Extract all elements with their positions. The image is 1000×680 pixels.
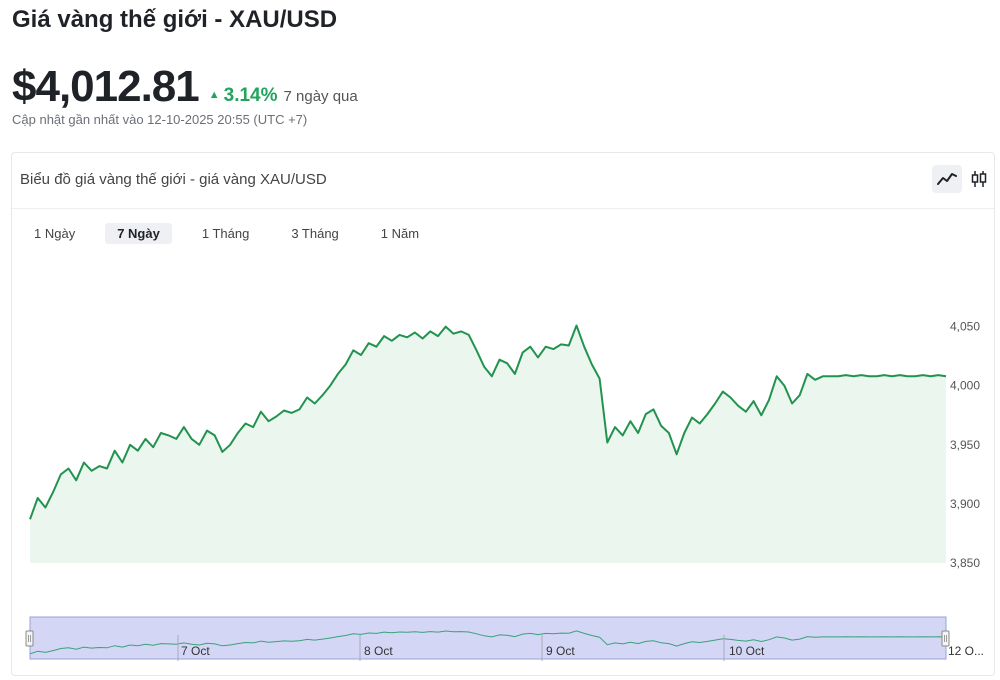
range-tabs: 1 Ngày 7 Ngày 1 Tháng 3 Tháng 1 Năm: [22, 223, 449, 244]
navigator-date-label: 12 O...: [948, 644, 984, 658]
line-chart-button[interactable]: [932, 165, 962, 193]
navigator-window[interactable]: [29, 616, 947, 660]
candlestick-chart-button[interactable]: [964, 165, 994, 193]
current-price: $4,012.81: [12, 62, 200, 111]
chart-card-title: Biểu đồ giá vàng thế giới - giá vàng XAU…: [20, 171, 327, 188]
last-updated: Cập nhật gần nhất vào 12-10-2025 20:55 (…: [12, 112, 308, 127]
y-tick-label: 4,050: [950, 320, 980, 334]
navigator-date-label: 10 Oct: [729, 644, 765, 658]
price-area: [30, 325, 946, 563]
price-row: $4,012.81 ▲ 3.14% 7 ngày qua: [12, 62, 358, 112]
range-tab-3[interactable]: 3 Tháng: [291, 226, 339, 241]
up-triangle-icon: ▲: [208, 89, 220, 101]
price-line: [29, 324, 947, 520]
range-tab-2[interactable]: 1 Tháng: [201, 226, 250, 241]
range-tab-4[interactable]: 1 Năm: [380, 226, 420, 241]
y-tick-label: 3,900: [950, 497, 980, 511]
y-tick-label: 3,950: [950, 438, 980, 452]
chart-card-header: Biểu đồ giá vàng thế giới - giá vàng XAU…: [12, 153, 994, 209]
range-tab-0[interactable]: 1 Ngày: [34, 226, 76, 241]
page-title: Giá vàng thế giới - XAU/USD: [12, 6, 338, 33]
price-change: ▲ 3.14% 7 ngày qua: [209, 85, 358, 107]
navigator-date-label: 8 Oct: [364, 644, 393, 658]
change-period: 7 ngày qua: [283, 88, 358, 105]
navigator-date-label: 9 Oct: [546, 644, 575, 658]
navigator-right-handle[interactable]: [941, 630, 950, 647]
candlestick-icon: [971, 171, 987, 187]
change-percent: 3.14%: [223, 85, 278, 106]
navigator-left-handle[interactable]: [25, 630, 34, 647]
navigator-line: [29, 630, 947, 655]
y-tick-label: 3,850: [950, 556, 980, 570]
line-chart-icon: [937, 173, 957, 185]
range-tab-1[interactable]: 7 Ngày: [105, 223, 172, 244]
navigator-date-label: 7 Oct: [181, 644, 210, 658]
y-tick-label: 4,000: [950, 379, 980, 393]
